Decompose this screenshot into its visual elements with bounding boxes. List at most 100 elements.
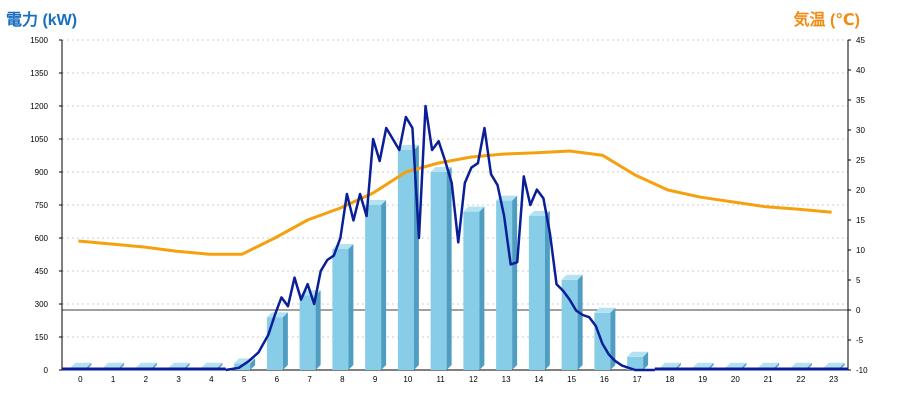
right-axis-title: 気温 (℃) xyxy=(793,12,860,29)
x-tick-label: 2 xyxy=(144,375,149,384)
bar-side xyxy=(479,206,485,370)
right-tick-label: -10 xyxy=(856,366,868,375)
bar-front xyxy=(561,279,578,370)
bar-top xyxy=(823,362,845,368)
left-tick-label: 300 xyxy=(35,300,49,309)
left-axis-title: 電力 (kW) xyxy=(6,12,78,29)
right-tick-label: 30 xyxy=(856,126,865,135)
bar-side xyxy=(544,211,550,370)
x-tick-label: 23 xyxy=(829,375,838,384)
x-tick-label: 4 xyxy=(209,375,214,384)
bar-side xyxy=(446,167,452,370)
x-tick-label: 7 xyxy=(307,375,312,384)
bar-front xyxy=(332,249,349,370)
right-tick-label: 0 xyxy=(856,306,861,315)
right-tick-label: 45 xyxy=(856,36,865,45)
right-tick-label: 15 xyxy=(856,216,865,225)
temperature-line xyxy=(78,149,832,256)
x-tick-label: 1 xyxy=(111,375,116,384)
x-tick-label: 21 xyxy=(764,375,773,384)
bar-top xyxy=(659,362,681,368)
left-tick-label: 900 xyxy=(35,168,49,177)
bar-top xyxy=(790,362,812,368)
right-tick-label: 5 xyxy=(856,276,861,285)
bar xyxy=(430,167,452,370)
bar-top xyxy=(725,362,747,368)
bar-top xyxy=(168,362,190,368)
bar-top xyxy=(103,362,125,368)
right-tick-label: 25 xyxy=(856,156,865,165)
bar xyxy=(266,312,288,370)
bar-front xyxy=(463,211,480,370)
bar-side xyxy=(512,195,518,370)
bar-side xyxy=(610,307,616,370)
left-tick-label: 1050 xyxy=(30,135,48,144)
left-tick-label: 600 xyxy=(35,234,49,243)
left-tick-label: 1200 xyxy=(30,102,48,111)
bar xyxy=(365,200,387,370)
left-tick-label: 1350 xyxy=(30,69,48,78)
x-tick-label: 3 xyxy=(176,375,181,384)
x-tick-label: 22 xyxy=(796,375,805,384)
bar-side xyxy=(315,290,321,370)
bar-top xyxy=(135,362,157,368)
bar xyxy=(627,351,649,370)
x-tick-label: 18 xyxy=(665,375,674,384)
bar-front xyxy=(397,150,414,370)
bar-top xyxy=(201,362,223,368)
x-tick-label: 8 xyxy=(340,375,345,384)
bar xyxy=(299,290,321,370)
x-tick-label: 10 xyxy=(403,375,412,384)
bar-side xyxy=(282,312,288,370)
bar-front xyxy=(365,205,382,370)
x-tick-label: 12 xyxy=(469,375,478,384)
x-tick-label: 14 xyxy=(534,375,543,384)
bar-top xyxy=(692,362,714,368)
bar-front xyxy=(528,216,545,370)
x-tick-label: 0 xyxy=(78,375,83,384)
bar-top xyxy=(266,312,288,318)
bar-top xyxy=(758,362,780,368)
x-tick-label: 16 xyxy=(600,375,609,384)
left-tick-label: 750 xyxy=(35,201,49,210)
bar xyxy=(332,244,354,370)
right-tick-label: -5 xyxy=(856,336,864,345)
bar-top xyxy=(594,307,616,313)
right-tick-label: 20 xyxy=(856,186,865,195)
bar xyxy=(496,195,518,370)
left-tick-label: 450 xyxy=(35,267,49,276)
bar-side xyxy=(250,358,256,370)
bar-side xyxy=(348,244,354,370)
left-tick-label: 1500 xyxy=(30,36,48,45)
x-tick-label: 20 xyxy=(731,375,740,384)
bar-side xyxy=(381,200,387,370)
x-tick-label: 13 xyxy=(502,375,511,384)
x-tick-label: 9 xyxy=(373,375,378,384)
bar-top xyxy=(561,274,583,280)
bar-top xyxy=(365,200,387,205)
bar-top xyxy=(528,211,550,216)
bar-front xyxy=(496,200,513,370)
x-tick-label: 19 xyxy=(698,375,707,384)
bar xyxy=(561,274,583,370)
left-tick-label: 150 xyxy=(35,333,49,342)
bar-top xyxy=(70,362,92,368)
bar-front xyxy=(299,295,316,370)
power-line xyxy=(225,104,655,372)
x-tick-label: 5 xyxy=(242,375,247,384)
x-tick-label: 17 xyxy=(633,375,642,384)
x-tick-label: 6 xyxy=(275,375,280,384)
x-tick-label: 15 xyxy=(567,375,576,384)
bar-front xyxy=(627,356,644,370)
bar-top xyxy=(463,206,485,212)
bar-top xyxy=(627,351,649,357)
right-tick-label: 40 xyxy=(856,66,865,75)
bar xyxy=(528,211,550,370)
bar-front xyxy=(266,317,283,370)
right-tick-label: 35 xyxy=(856,96,865,105)
bar-side xyxy=(643,351,649,370)
bar-side xyxy=(577,274,583,370)
left-tick-label: 0 xyxy=(44,366,49,375)
right-tick-label: 10 xyxy=(856,246,865,255)
